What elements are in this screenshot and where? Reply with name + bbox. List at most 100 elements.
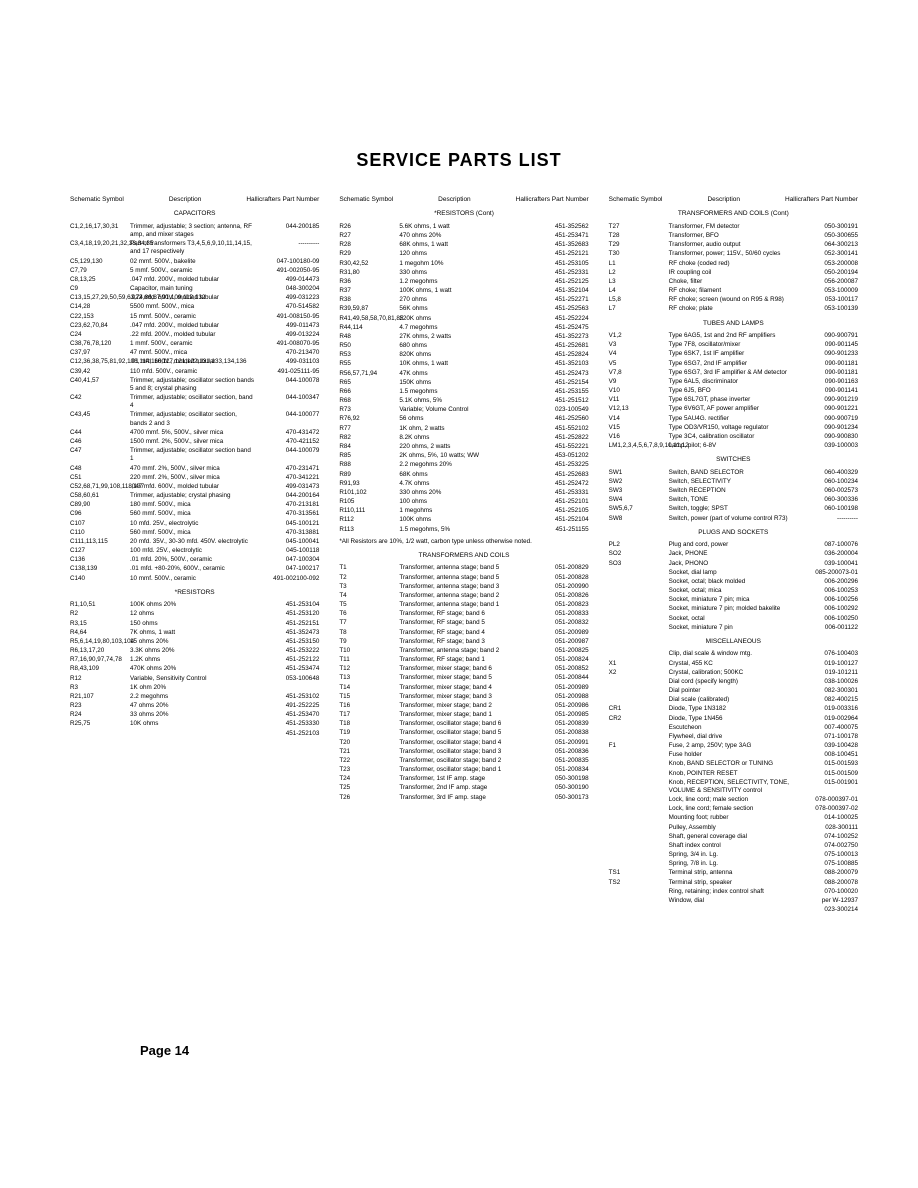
row-desc: Transformer, audio output <box>669 241 798 249</box>
row-desc: Trimmer, adjustable; crystal phasing <box>130 492 259 500</box>
row-symbol: R105 <box>339 498 399 506</box>
row-desc: 560 mmf. 500V., mica <box>130 510 259 518</box>
row-symbol: V11 <box>609 396 669 404</box>
row-symbol: C46 <box>70 438 130 446</box>
parts-row: Shaft index control074-002750 <box>609 842 858 850</box>
parts-row: L7RF choke; plate053-100139 <box>609 305 858 313</box>
row-desc: 820K ohms <box>399 351 528 359</box>
parts-row: T5Transformer, antenna stage; band 1051-… <box>339 601 588 609</box>
row-partnum: 451-251512 <box>529 397 589 405</box>
row-desc: 1.2 megohms <box>399 278 528 286</box>
row-partnum: 060-100198 <box>798 505 858 513</box>
row-partnum: 078-000397-01 <box>798 796 858 804</box>
parts-row: Flywheel, dial drive071-100178 <box>609 733 858 741</box>
row-symbol <box>609 578 669 586</box>
row-partnum: 051-200989 <box>529 684 589 692</box>
parts-row: R84220 ohms, 2 watts451-552221 <box>339 443 588 451</box>
row-partnum: 082-400215 <box>798 696 858 704</box>
row-desc: 2.2 megohms 20% <box>399 461 528 469</box>
row-symbol: R2 <box>70 610 130 618</box>
row-partnum: 051-200990 <box>529 583 589 591</box>
parts-row: C127100 mfd. 25V., electrolytic045-10011… <box>70 547 319 555</box>
row-partnum: 051-200852 <box>529 665 589 673</box>
row-desc: .047 mfd. 200V., molded tubular <box>130 322 259 330</box>
parts-row: C42Trimmer, adjustable; oscillator secti… <box>70 394 319 410</box>
row-partnum: 451-253105 <box>529 260 589 268</box>
row-desc: Socket, miniature 7 pin <box>669 624 798 632</box>
row-partnum: 051-200834 <box>529 766 589 774</box>
parts-row: R37100K ohms, 1 watt451-352104 <box>339 287 588 295</box>
row-partnum: 006-200296 <box>798 578 858 586</box>
row-symbol: R44,114 <box>339 324 399 332</box>
parts-row: R771K ohm, 2 watts451-552102 <box>339 425 588 433</box>
parts-row: R661.5 megohms451-253155 <box>339 388 588 396</box>
row-desc: Crystal, calibration; 500KC <box>669 669 798 677</box>
parts-row: T10Transformer, antenna stage; band 2051… <box>339 647 588 655</box>
row-symbol: C107 <box>70 520 130 528</box>
parts-row: Socket, miniature 7 pin006-001122 <box>609 624 858 632</box>
row-symbol <box>609 615 669 623</box>
parts-row: C39,42110 mfd. 500V., ceramic491-025111-… <box>70 368 319 376</box>
row-symbol: T13 <box>339 674 399 682</box>
row-partnum: per W-12937 <box>798 897 858 905</box>
row-desc <box>130 730 259 738</box>
row-desc: 15 ohms 20% <box>130 638 259 646</box>
row-desc: 270 ohms <box>399 296 528 304</box>
parts-row: C444700 mmf. 5%, 500V., silver mica470-4… <box>70 429 319 437</box>
row-desc: Mounting foot; rubber <box>669 814 798 822</box>
parts-row: C37,9747 mmf. 500V., mica470-213470 <box>70 349 319 357</box>
row-desc: Crystal, 455 KC <box>669 660 798 668</box>
row-symbol: T8 <box>339 629 399 637</box>
parts-row: R110,1111 megohms451-252105 <box>339 507 588 515</box>
row-symbol: C110 <box>70 529 130 537</box>
row-desc: Knob, POINTER RESET <box>669 770 798 778</box>
row-symbol: SW2 <box>609 478 669 486</box>
row-desc: 10K ohms, 1 watt <box>399 360 528 368</box>
row-partnum: 451-252104 <box>529 516 589 524</box>
row-partnum: 451-253474 <box>259 665 319 673</box>
col-header: Schematic Symbol Description Hallicrafte… <box>339 196 588 204</box>
row-partnum: 056-200087 <box>798 278 858 286</box>
row-symbol: T10 <box>339 647 399 655</box>
parts-row: Ring, retaining; index control shaft070-… <box>609 888 858 896</box>
parts-row: Spring, 7/8 in. Lg.075-100885 <box>609 860 858 868</box>
row-symbol: R36 <box>339 278 399 286</box>
row-symbol: T17 <box>339 711 399 719</box>
row-symbol: T11 <box>339 656 399 664</box>
parts-row: PL2Plug and cord, power087-100076 <box>609 541 858 549</box>
row-partnum: 470-313881 <box>259 529 319 537</box>
parts-row: R361.2 megohms451-252125 <box>339 278 588 286</box>
row-desc: Shaft index control <box>669 842 798 850</box>
column-3: Schematic Symbol Description Hallicrafte… <box>609 196 858 915</box>
parts-row: V15Type OD3/VR150, voltage regulator090-… <box>609 424 858 432</box>
parts-row: 451-252103 <box>70 730 319 738</box>
row-partnum: 045-100041 <box>259 538 319 546</box>
parts-row: R105100 ohms451-252101 <box>339 498 588 506</box>
parts-row: C9Capacitor, main tuning048-300204 <box>70 285 319 293</box>
row-desc: 68K ohms, 1 watt <box>399 241 528 249</box>
row-partnum: 047-100180-09 <box>259 258 319 266</box>
row-partnum: 451-252151 <box>259 620 319 628</box>
row-desc: RF choke; filament <box>669 287 798 295</box>
parts-row: CR2Diode, Type 1N456019-002964 <box>609 715 858 723</box>
parts-row: R73Variable; Volume Control023-100549 <box>339 406 588 414</box>
row-partnum: 088-200079 <box>798 869 858 877</box>
row-desc: Fuse holder <box>669 751 798 759</box>
row-desc: Transformer, RF stage; band 6 <box>399 610 528 618</box>
row-desc: Transformer, antenna stage; band 3 <box>399 583 528 591</box>
parts-row: L5,8RF choke; screen (wound on R95 & R98… <box>609 296 858 304</box>
row-partnum: 015-001901 <box>798 779 858 795</box>
row-desc: Type 7F8, oscillator/mixer <box>669 341 798 349</box>
row-symbol: C12,36,38,75,81,92,106,114,116,117,121,1… <box>70 358 130 366</box>
row-desc: Socket, octal; black molded <box>669 578 798 586</box>
row-partnum: 451-352683 <box>529 241 589 249</box>
parts-row: T9Transformer, RF stage; band 3051-20098… <box>339 638 588 646</box>
row-partnum: 451-252331 <box>529 269 589 277</box>
row-partnum: 451-253102 <box>259 693 319 701</box>
row-symbol: C38,76,78,120 <box>70 340 130 348</box>
row-partnum: 451-252563 <box>529 305 589 313</box>
row-symbol <box>609 687 669 695</box>
row-desc: 27K ohms, 2 watts <box>399 333 528 341</box>
row-desc: .047 mfd. 200V., molded tubular <box>130 276 259 284</box>
row-desc: 4700 mmf. 5%, 500V., silver mica <box>130 429 259 437</box>
